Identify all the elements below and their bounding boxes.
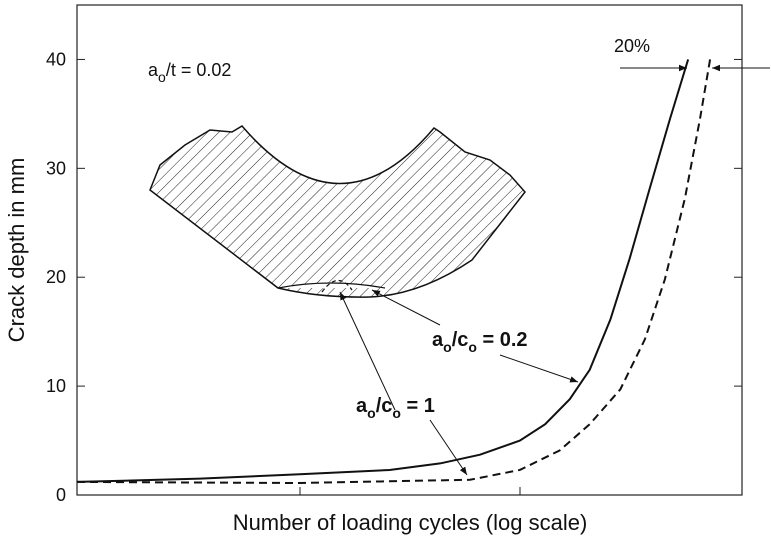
crack-shape xyxy=(277,282,386,289)
annotation-text: a xyxy=(432,329,444,351)
plot-frame xyxy=(76,4,743,496)
annotation-text: 20% xyxy=(614,36,650,56)
y-axis-label: Crack depth in mm xyxy=(4,158,29,343)
subscript: o xyxy=(392,405,401,421)
cross-section xyxy=(149,125,526,298)
annotation-text: /t = 0.02 xyxy=(166,60,232,80)
arrow xyxy=(429,419,468,476)
y-tick-label: 10 xyxy=(46,376,66,396)
annotation-text: = 1 xyxy=(401,395,435,417)
annotation-text: = 0.2 xyxy=(477,329,528,351)
annotation: ao/t = 0.02 xyxy=(148,60,231,85)
annotation-text: /c xyxy=(376,395,393,417)
series-line xyxy=(76,59,712,485)
y-tick-label: 40 xyxy=(46,49,66,69)
annotation: ao/co = 1 xyxy=(356,395,435,421)
series-line xyxy=(76,59,690,483)
annotation-text: /c xyxy=(452,329,469,351)
annotation: 20% xyxy=(614,36,650,56)
arrow xyxy=(499,354,579,383)
subscript: o xyxy=(367,405,376,421)
subscript: o xyxy=(158,69,166,85)
y-tick-label: 30 xyxy=(46,158,66,178)
annotation-text: a xyxy=(356,395,368,417)
annotation: ao/co = 0.2 xyxy=(432,329,528,355)
arrow xyxy=(371,289,441,326)
x-axis-label: Number of loading cycles (log scale) xyxy=(233,510,588,535)
y-tick-label: 20 xyxy=(46,267,66,287)
y-tick-label: 0 xyxy=(56,485,66,505)
subscript: o xyxy=(468,339,477,355)
annotation-text: a xyxy=(148,60,159,80)
subscript: o xyxy=(443,339,452,355)
arrow xyxy=(339,291,396,411)
